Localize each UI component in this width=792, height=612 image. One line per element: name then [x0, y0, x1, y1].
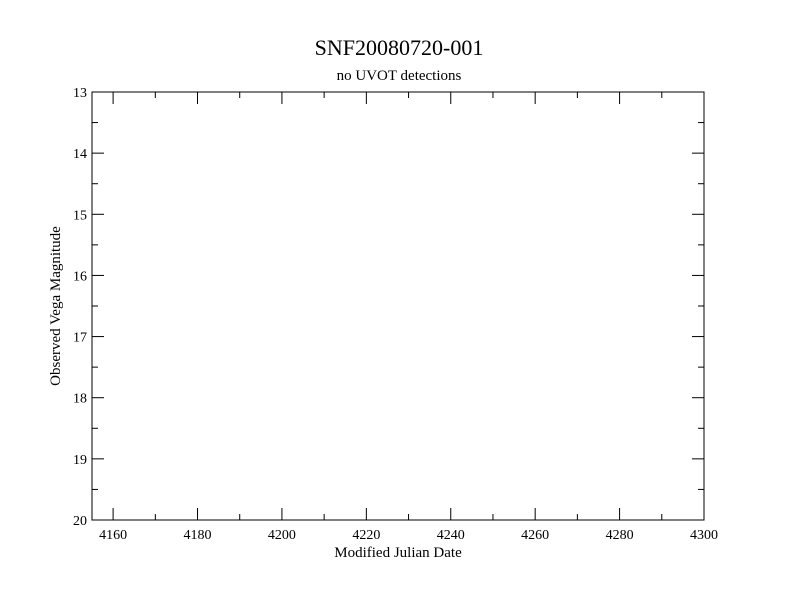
x-tick-label: 4200: [268, 528, 296, 543]
x-tick-label: 4160: [99, 528, 127, 543]
y-tick-label: 19: [73, 453, 87, 468]
y-tick-label: 13: [73, 86, 87, 101]
y-tick-label: 17: [73, 331, 87, 346]
x-tick-label: 4180: [184, 528, 212, 543]
axis-ticks: [92, 91, 705, 521]
chart-title: SNF20080720-001: [315, 35, 484, 60]
y-tick-label: 18: [73, 392, 87, 407]
x-axis-label: Modified Julian Date: [334, 545, 462, 561]
x-tick-labels: 4160 4180 4200 4220 4240 4260 4280 4300: [99, 528, 718, 543]
y-tick-label: 15: [73, 208, 87, 223]
chart-subtitle: no UVOT detections: [337, 68, 462, 84]
x-tick-label: 4260: [521, 528, 549, 543]
x-tick-label: 4300: [690, 528, 718, 543]
plot-area: [91, 91, 705, 521]
y-tick-label: 14: [73, 147, 87, 162]
y-tick-label: 20: [73, 514, 87, 529]
x-tick-label: 4240: [437, 528, 465, 543]
y-tick-label: 16: [73, 269, 87, 284]
x-tick-label: 4220: [352, 528, 380, 543]
y-tick-labels: 13 14 15 16 17 18 19 20: [73, 86, 87, 529]
x-tick-label: 4280: [606, 528, 634, 543]
y-axis-label: Observed Vega Magnitude: [48, 226, 64, 386]
